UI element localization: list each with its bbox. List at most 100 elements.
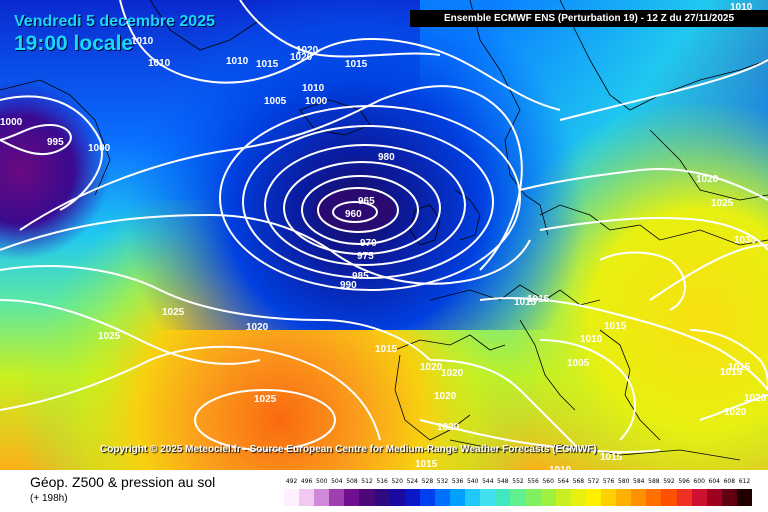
isobar-label: 1010 bbox=[730, 2, 753, 13]
isobar-label: 990 bbox=[340, 280, 357, 291]
scale-swatch bbox=[585, 489, 602, 506]
scale-label: 536 bbox=[451, 478, 464, 485]
forecast-date: Vendredi 5 decembre 2025 bbox=[14, 13, 215, 30]
scale-swatch bbox=[525, 489, 542, 506]
model-run-banner: Ensemble ECMWF ENS (Perturbation 19) - 1… bbox=[410, 10, 768, 27]
scale-swatch bbox=[646, 489, 662, 506]
scale-label: 548 bbox=[497, 478, 509, 485]
scale-label: 552 bbox=[512, 478, 524, 485]
scale-label: 608 bbox=[723, 478, 736, 485]
scale-swatch bbox=[601, 489, 617, 506]
scale-label: 540 bbox=[466, 478, 479, 485]
isobar-label: 1020 bbox=[246, 322, 269, 333]
isobar-label: 1020 bbox=[744, 393, 767, 404]
isobar-label: 1015 bbox=[345, 59, 368, 70]
scale-label: 600 bbox=[693, 478, 705, 485]
isobar-label: 1020 bbox=[724, 407, 747, 418]
scale-swatch bbox=[374, 489, 391, 506]
isobar-label: 1020 bbox=[420, 362, 443, 373]
scale-label: 524 bbox=[406, 478, 419, 485]
scale-label: 492 bbox=[285, 478, 298, 485]
scale-swatch bbox=[510, 489, 527, 506]
isobar-label: 1000 bbox=[88, 143, 111, 154]
scale-label: 528 bbox=[421, 478, 434, 485]
scale-swatch bbox=[299, 489, 315, 506]
isobar-label: 1015 bbox=[720, 367, 743, 378]
forecast-map: 1010 1010 1020 1020 1010 1015 1015 1010 … bbox=[0, 0, 768, 470]
isobar-label: 985 bbox=[352, 271, 369, 282]
scale-swatch bbox=[465, 489, 481, 506]
isobar-label: 995 bbox=[47, 137, 64, 148]
isobar-label: 1015 bbox=[600, 452, 623, 463]
forecast-local-time: 19:00 locale bbox=[14, 32, 134, 55]
scale-swatch bbox=[450, 489, 466, 506]
scale-label: 532 bbox=[436, 478, 449, 485]
isobar-label: 1020 bbox=[296, 45, 319, 56]
isobar-labels: 1010 1010 1020 1020 1010 1015 1015 1010 … bbox=[0, 2, 767, 470]
scale-label: 596 bbox=[678, 478, 690, 485]
scale-swatch bbox=[736, 489, 753, 506]
parameter-title: Géop. Z500 & pression au sol bbox=[30, 474, 216, 490]
field-west-low bbox=[0, 60, 140, 280]
scale-label: 560 bbox=[542, 478, 554, 485]
isobar-label: 1030 bbox=[734, 235, 757, 246]
isobar-label: 960 bbox=[345, 209, 362, 220]
isobar-label: 1025 bbox=[98, 331, 121, 342]
scale-label: 576 bbox=[602, 478, 615, 485]
scale-label: 496 bbox=[300, 478, 313, 485]
isobar-label: 1005 bbox=[264, 96, 287, 107]
scale-label: 500 bbox=[316, 478, 328, 485]
isobar-label: 980 bbox=[378, 152, 395, 163]
isobar-label: 1005 bbox=[567, 358, 590, 369]
isobar-label: 1015 bbox=[604, 321, 627, 332]
copyright-notice: Copyright © 2025 Meteociel.fr - Source E… bbox=[100, 444, 597, 455]
isobar-label: 1020 bbox=[437, 422, 460, 433]
field-low-centre bbox=[315, 188, 395, 232]
scale-label: 564 bbox=[557, 478, 570, 485]
scale-label: 556 bbox=[527, 478, 539, 485]
scale-label: 588 bbox=[648, 478, 660, 485]
scale-swatch bbox=[389, 489, 406, 506]
scale-swatch bbox=[480, 489, 496, 506]
scale-swatch bbox=[329, 489, 345, 506]
isobar-label: 1015 bbox=[514, 297, 537, 308]
scale-swatch bbox=[540, 489, 557, 506]
scale-swatch bbox=[359, 489, 376, 506]
isobar-label: 1000 bbox=[0, 117, 23, 128]
coastlines bbox=[0, 0, 768, 461]
isobar-label: 1020 bbox=[441, 368, 464, 379]
isobar-label: 970 bbox=[360, 238, 377, 249]
scale-label: 516 bbox=[376, 478, 388, 485]
scale-swatch bbox=[495, 489, 511, 506]
scale-swatch bbox=[631, 489, 647, 506]
scale-swatch bbox=[721, 489, 738, 506]
scale-label: 584 bbox=[633, 478, 645, 485]
scale-swatch bbox=[419, 489, 436, 506]
isobar-label: 1015 bbox=[256, 59, 279, 70]
scale-label: 508 bbox=[346, 478, 358, 485]
isobar-label: 1020 bbox=[434, 391, 457, 402]
scale-label: 572 bbox=[587, 478, 600, 485]
scale-label: 612 bbox=[738, 478, 751, 485]
scale-swatch bbox=[314, 489, 330, 506]
scale-label: 580 bbox=[617, 478, 630, 485]
isobar-label: 1010 bbox=[580, 334, 603, 345]
scale-swatch bbox=[706, 489, 723, 506]
isobar-label: 1015 bbox=[415, 459, 438, 470]
scale-label: 568 bbox=[572, 478, 585, 485]
scale-swatch bbox=[404, 489, 421, 506]
scale-swatch bbox=[555, 489, 572, 506]
lead-time: (+ 198h) bbox=[30, 493, 68, 504]
scale-swatch bbox=[434, 489, 451, 506]
scale-swatch bbox=[676, 489, 693, 506]
isobar-label: 1010 bbox=[549, 465, 572, 470]
scale-swatch bbox=[691, 489, 708, 506]
isobar-label: 1010 bbox=[226, 56, 249, 67]
scale-swatch bbox=[616, 489, 632, 506]
scale-label: 592 bbox=[663, 478, 675, 485]
isobar-label: 1000 bbox=[305, 96, 328, 107]
isobar-label: 1025 bbox=[711, 198, 734, 209]
scale-label: 544 bbox=[482, 478, 494, 485]
scale-label: 520 bbox=[391, 478, 403, 485]
